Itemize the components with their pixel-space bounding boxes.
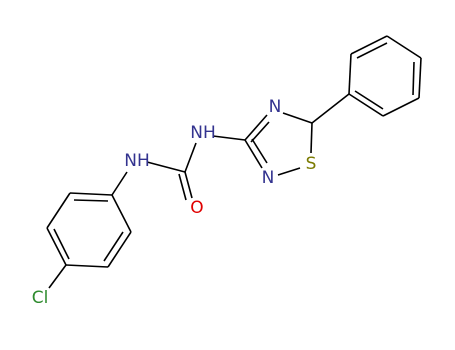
atom-label: N bbox=[262, 168, 275, 188]
bond bbox=[277, 167, 301, 176]
bond bbox=[412, 61, 415, 96]
bond bbox=[251, 138, 268, 164]
bond bbox=[111, 194, 132, 233]
bond bbox=[107, 231, 132, 268]
atom-label: S bbox=[306, 154, 317, 174]
bond bbox=[250, 121, 270, 143]
bond bbox=[418, 57, 422, 99]
bond bbox=[73, 199, 109, 202]
atom-label: O bbox=[190, 198, 203, 218]
bond bbox=[354, 90, 384, 110]
bond bbox=[212, 135, 246, 141]
bond bbox=[356, 42, 388, 59]
bond bbox=[53, 228, 70, 260]
bond bbox=[111, 171, 128, 196]
bond bbox=[69, 192, 113, 196]
bond bbox=[184, 142, 197, 173]
atom-label: N bbox=[269, 97, 282, 117]
atom-labels: Cl NH O NH N N S bbox=[32, 97, 317, 308]
bond bbox=[65, 264, 109, 268]
bond bbox=[386, 35, 422, 59]
bond bbox=[184, 171, 193, 199]
bond bbox=[282, 112, 313, 124]
atom-label: NH bbox=[190, 123, 216, 143]
bond bbox=[48, 264, 67, 289]
bond bbox=[46, 192, 71, 229]
bonds bbox=[46, 35, 422, 289]
bond bbox=[348, 93, 384, 117]
atom-label: NH bbox=[124, 151, 150, 171]
atom-label: Cl bbox=[32, 288, 49, 308]
bond bbox=[103, 231, 124, 262]
bond bbox=[348, 53, 352, 95]
bond bbox=[178, 173, 187, 201]
bond bbox=[382, 97, 420, 117]
bond bbox=[146, 161, 186, 173]
bond bbox=[46, 227, 67, 266]
bond bbox=[244, 139, 263, 169]
bond bbox=[311, 93, 350, 124]
bond bbox=[244, 114, 268, 141]
bond bbox=[310, 122, 313, 154]
bond bbox=[350, 35, 388, 55]
